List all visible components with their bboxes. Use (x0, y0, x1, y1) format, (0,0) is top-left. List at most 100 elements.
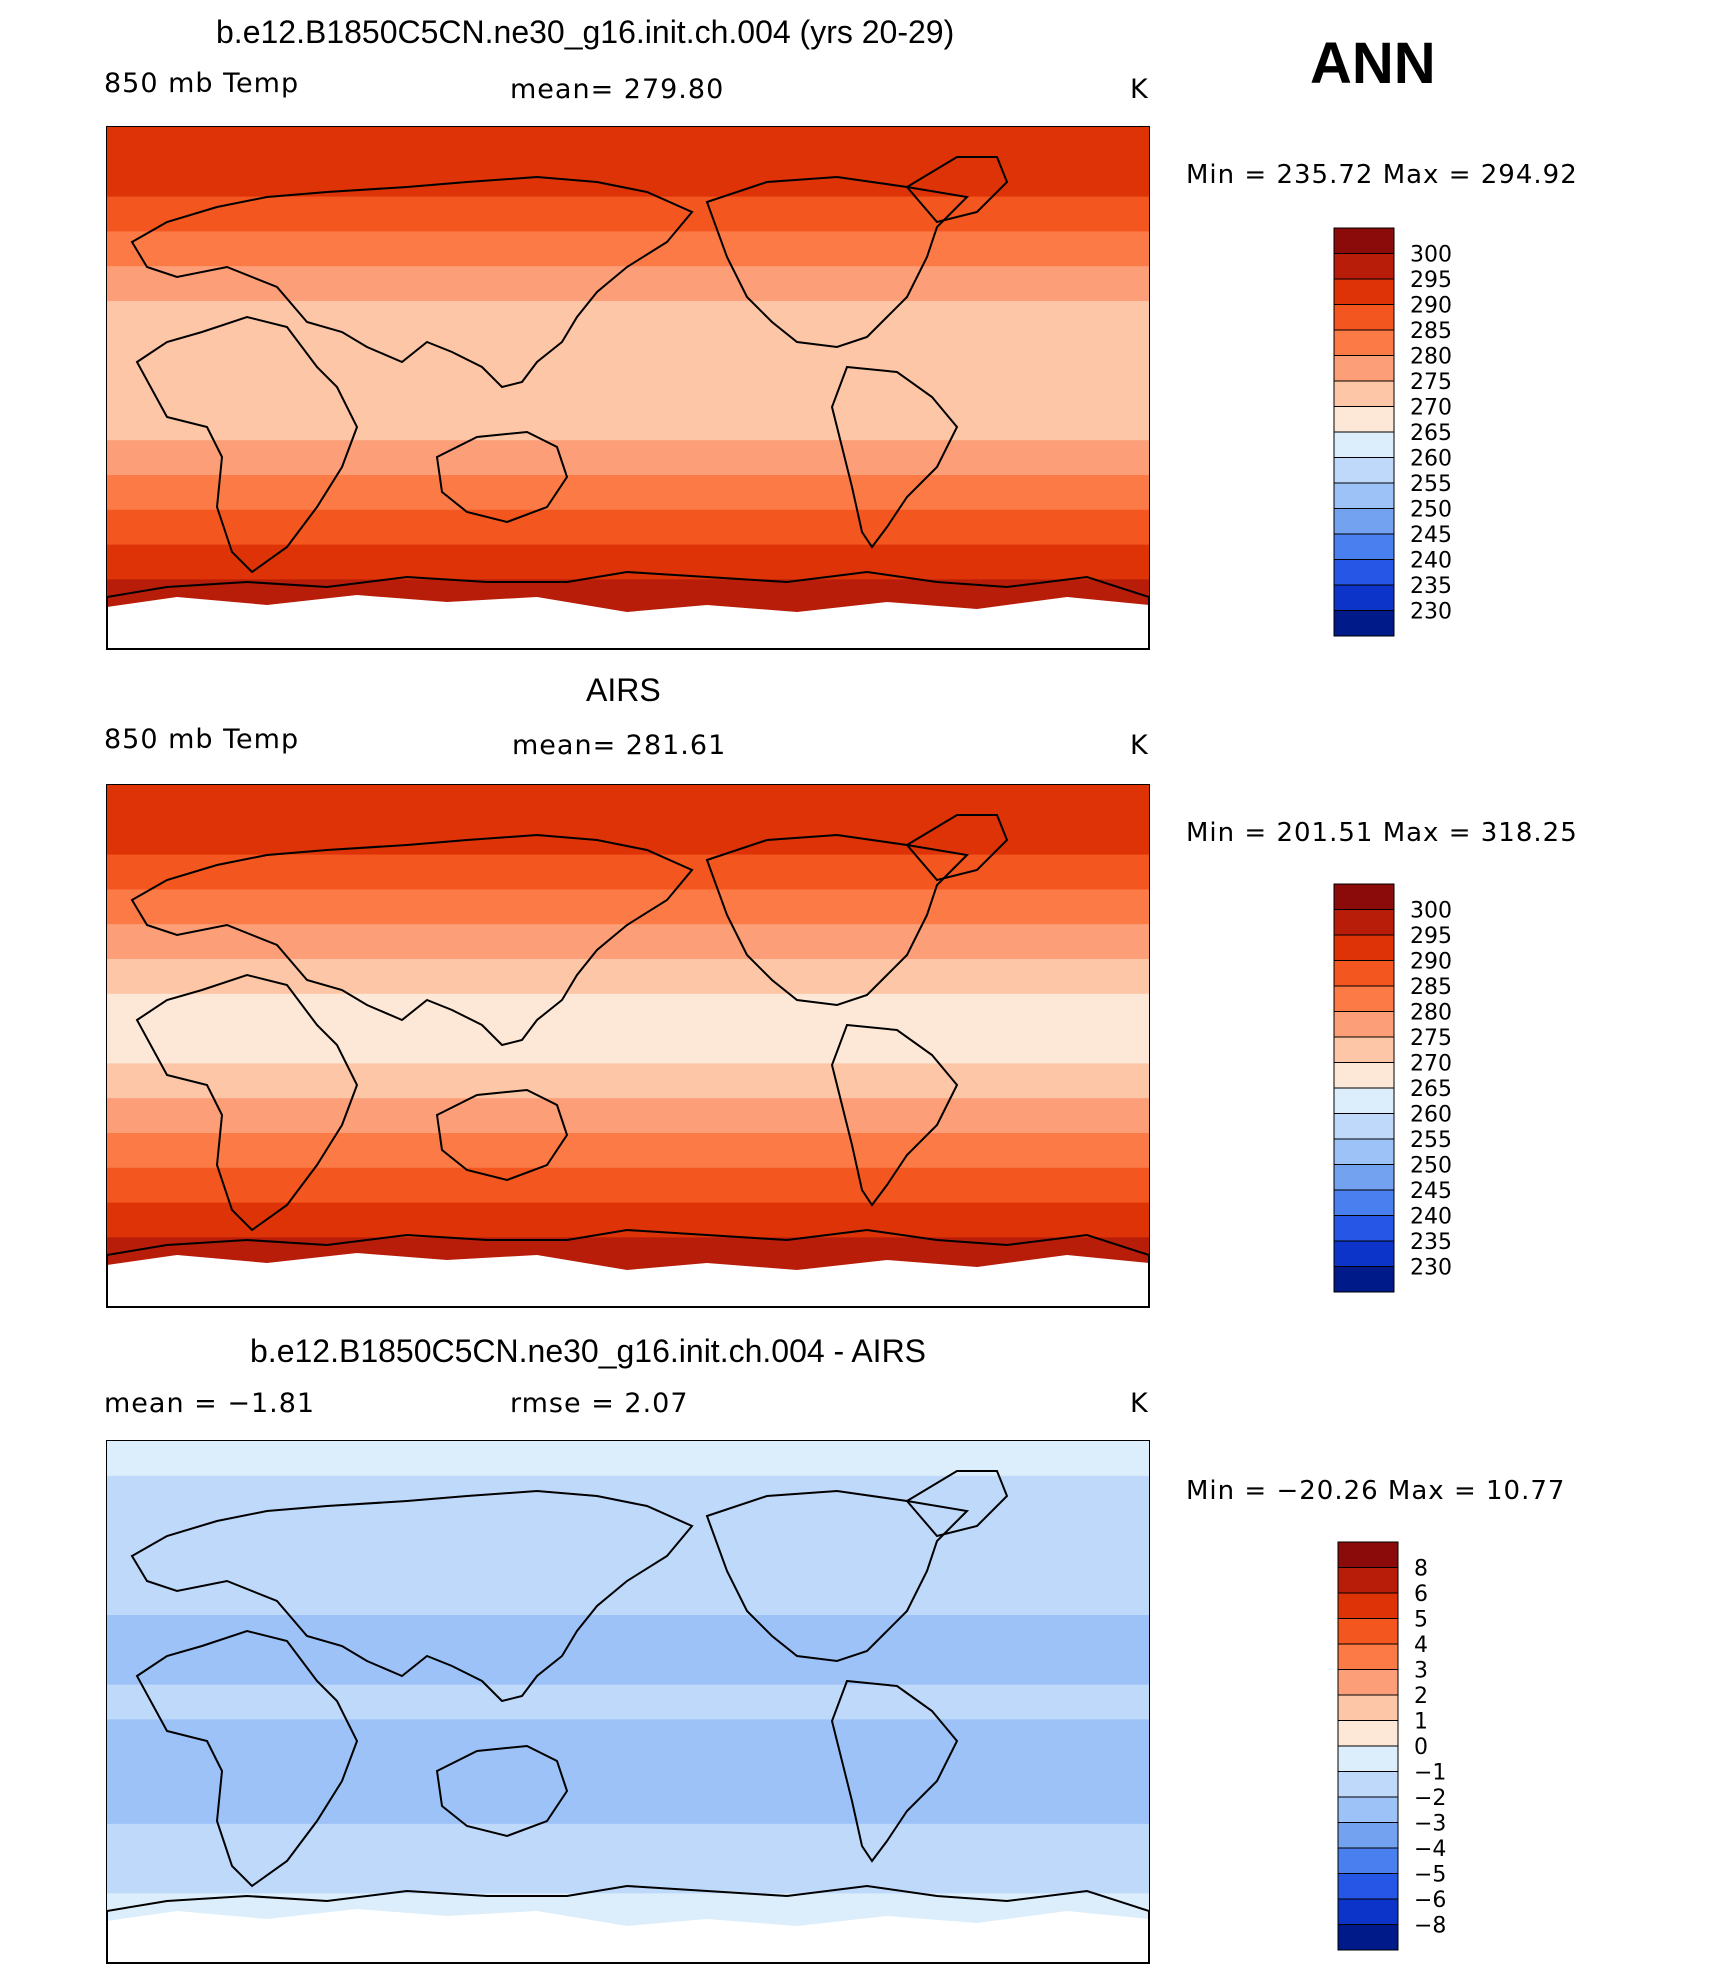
colorbar-box (1333, 227, 1395, 254)
colorbar-tick-label: 295 (1410, 924, 1452, 949)
coastline (435, 430, 569, 524)
colorbar-tick-label: 250 (1410, 498, 1452, 523)
field-band (107, 1475, 1149, 1512)
colorbar-box (1337, 1847, 1399, 1874)
colorbar-tick-label: 3 (1414, 1659, 1428, 1684)
field-band (107, 1719, 1149, 1756)
colorbar-box (1337, 1643, 1399, 1670)
coastline (435, 1088, 569, 1182)
colorbar-box (1333, 508, 1395, 535)
coastline (905, 156, 1009, 224)
colorbar-box (1333, 1087, 1395, 1114)
colorbar-tick-label: 265 (1410, 421, 1452, 446)
panel-3-mean-label: mean = −1.81 (104, 1388, 316, 1419)
colorbar-tick-label: 245 (1410, 1179, 1452, 1204)
colorbar-box (1333, 482, 1395, 509)
colorbar-box (1333, 559, 1395, 586)
colorbar-tick-label: 270 (1410, 396, 1452, 421)
colorbar-tick-label: 260 (1410, 447, 1452, 472)
field-band (107, 854, 1149, 891)
colorbar-tick-label: 290 (1410, 950, 1452, 975)
colorbar-tick-label: 260 (1410, 1103, 1452, 1128)
colorbar-tick-label: 235 (1410, 1230, 1452, 1255)
colorbar-tick-label: −6 (1414, 1888, 1446, 1913)
panel-2-map (106, 784, 1150, 1308)
colorbar-tick-label: 255 (1410, 472, 1452, 497)
colorbar-box (1333, 431, 1395, 458)
coastline (830, 365, 959, 549)
colorbar-tick-label: 275 (1410, 1026, 1452, 1051)
colorbar-tick-label: 240 (1410, 1205, 1452, 1230)
panel-2-units: K (1130, 730, 1149, 761)
field-band (107, 1510, 1149, 1547)
field-band (107, 335, 1149, 372)
field-band (107, 1133, 1149, 1169)
field-band (107, 1823, 1149, 1860)
colorbar-tick-label: 250 (1410, 1154, 1452, 1179)
colorbar-box (1337, 1822, 1399, 1849)
field-band (107, 405, 1149, 442)
colorbar-box (1337, 1618, 1399, 1645)
colorbar-tick-label: −4 (1414, 1837, 1446, 1862)
colorbar-tick-label: 245 (1410, 523, 1452, 548)
panel-3-colorbar: 8 6 5 4 3 2 1 0 −1 −2 −3 −4 −5 −6 −8 (1337, 1541, 1458, 1954)
colorbar-box (1333, 278, 1395, 305)
colorbar-box (1333, 1215, 1395, 1242)
panel-1-map (106, 126, 1150, 650)
field-band (107, 1545, 1149, 1582)
field-band (107, 993, 1149, 1030)
no-data-region (107, 1909, 1149, 1963)
coastline (107, 570, 1149, 649)
field-band (107, 1754, 1149, 1790)
colorbar-box (1333, 610, 1395, 637)
field-band (107, 544, 1149, 581)
panel-1-title: b.e12.B1850C5CN.ne30_g16.init.ch.004 (yr… (216, 14, 955, 50)
colorbar-tick-label: 255 (1410, 1128, 1452, 1153)
panel-1-colorbar: 300 295 290 285 280 275 270 265 260 255 250 245 240 2… (1333, 227, 1454, 640)
field-band (107, 889, 1149, 926)
colorbar-box (1333, 1138, 1395, 1165)
colorbar-box (1337, 1669, 1399, 1696)
colorbar-tick-label: 265 (1410, 1077, 1452, 1102)
field-band (107, 475, 1149, 511)
panel-1-left-label: 850 mb Temp (104, 68, 300, 99)
field-band (107, 819, 1149, 856)
colorbar-tick-label: 235 (1410, 574, 1452, 599)
coastline (130, 1489, 694, 1703)
field-band (107, 924, 1149, 960)
panel-3-map (106, 1440, 1150, 1964)
colorbar-tick-label: −8 (1414, 1914, 1446, 1939)
field-band (107, 1167, 1149, 1204)
field-band (107, 1615, 1149, 1651)
colorbar-tick-label: 280 (1410, 345, 1452, 370)
colorbar-box (1337, 1745, 1399, 1772)
field-band (107, 1028, 1149, 1065)
colorbar-tick-label: 295 (1410, 268, 1452, 293)
colorbar-tick-label: −2 (1414, 1786, 1446, 1811)
colorbar-box (1337, 1771, 1399, 1798)
coastline (135, 1629, 359, 1888)
colorbar-box (1333, 380, 1395, 407)
coastline (830, 1679, 959, 1863)
colorbar-tick-label: 2 (1414, 1684, 1428, 1709)
coastline (830, 1023, 959, 1207)
field-band (107, 1684, 1149, 1721)
field-band (107, 1098, 1149, 1134)
colorbar-box (1333, 355, 1395, 382)
field-band (107, 509, 1149, 546)
colorbar-tick-label: 0 (1414, 1735, 1428, 1760)
colorbar-box (1337, 1592, 1399, 1619)
field-band (107, 959, 1149, 995)
colorbar-box (1333, 985, 1395, 1012)
colorbar-box (1333, 533, 1395, 560)
colorbar-tick-label: 285 (1410, 319, 1452, 344)
coastline (705, 175, 970, 349)
colorbar-box (1337, 1720, 1399, 1747)
colorbar-box (1333, 1011, 1395, 1038)
field-band (107, 161, 1149, 198)
colorbar-box (1333, 1189, 1395, 1216)
colorbar-box (1333, 304, 1395, 331)
colorbar-tick-label: 280 (1410, 1001, 1452, 1026)
panel-3-title: b.e12.B1850C5CN.ne30_g16.init.ch.004 - A… (250, 1333, 927, 1369)
panel-2-minmax: Min = 201.51 Max = 318.25 (1186, 818, 1578, 848)
